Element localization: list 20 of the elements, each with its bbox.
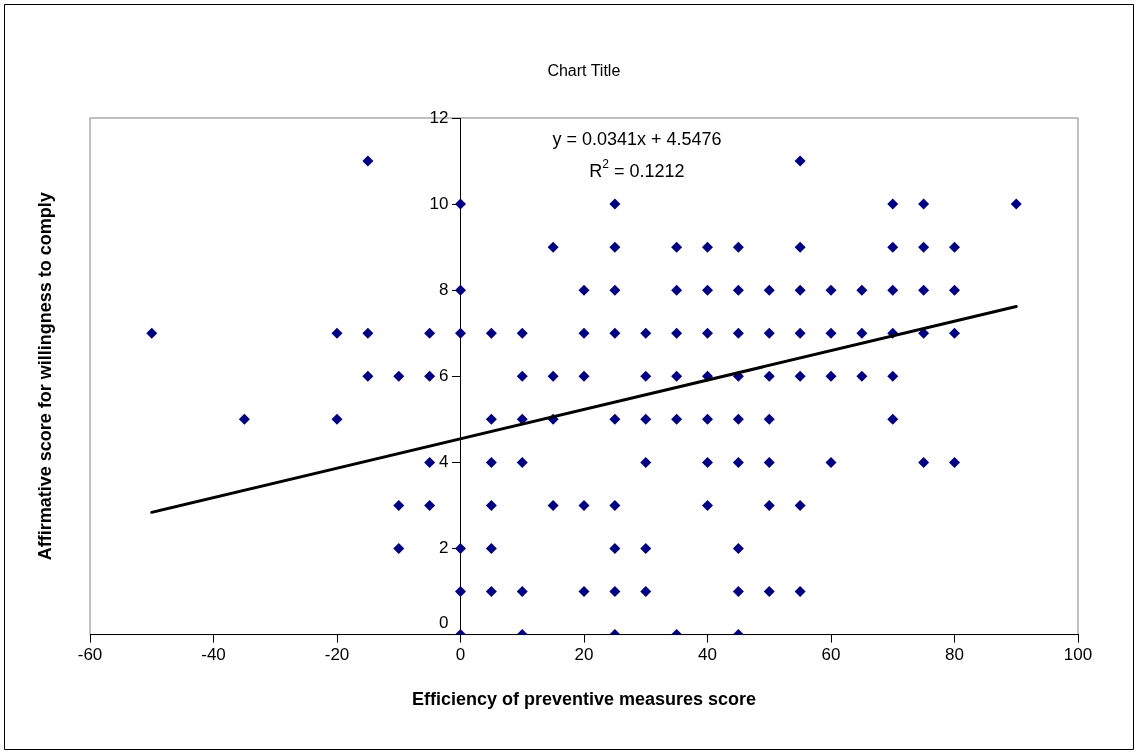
x-axis-title: Efficiency of preventive measures score bbox=[411, 688, 757, 709]
y-tick-label: 10 bbox=[429, 193, 449, 213]
annotation: y = 0.0341x + 4.5476 bbox=[552, 128, 722, 149]
y-tick-label: 0 bbox=[439, 613, 449, 633]
y-tick-label: 4 bbox=[439, 452, 449, 472]
x-tick-label: 100 bbox=[1063, 645, 1093, 665]
y-tick-label: 12 bbox=[429, 107, 449, 127]
y-axis-title: Affirmative score for willingness to comply bbox=[34, 192, 55, 561]
y-tick-label: 8 bbox=[439, 279, 449, 299]
x-tick-label: 20 bbox=[574, 645, 594, 665]
x-tick-label: 0 bbox=[455, 645, 466, 665]
x-tick-label: -60 bbox=[77, 645, 103, 665]
x-tick-label: 40 bbox=[698, 645, 717, 665]
y-tick-label: 2 bbox=[439, 538, 449, 558]
x-tick-label: -20 bbox=[324, 645, 350, 665]
x-tick-label: 60 bbox=[821, 645, 841, 665]
x-tick-label: 80 bbox=[945, 645, 964, 665]
x-tick-label: -40 bbox=[201, 645, 226, 665]
chart-title: Chart Title bbox=[547, 62, 621, 80]
y-tick-label: 6 bbox=[439, 365, 449, 385]
